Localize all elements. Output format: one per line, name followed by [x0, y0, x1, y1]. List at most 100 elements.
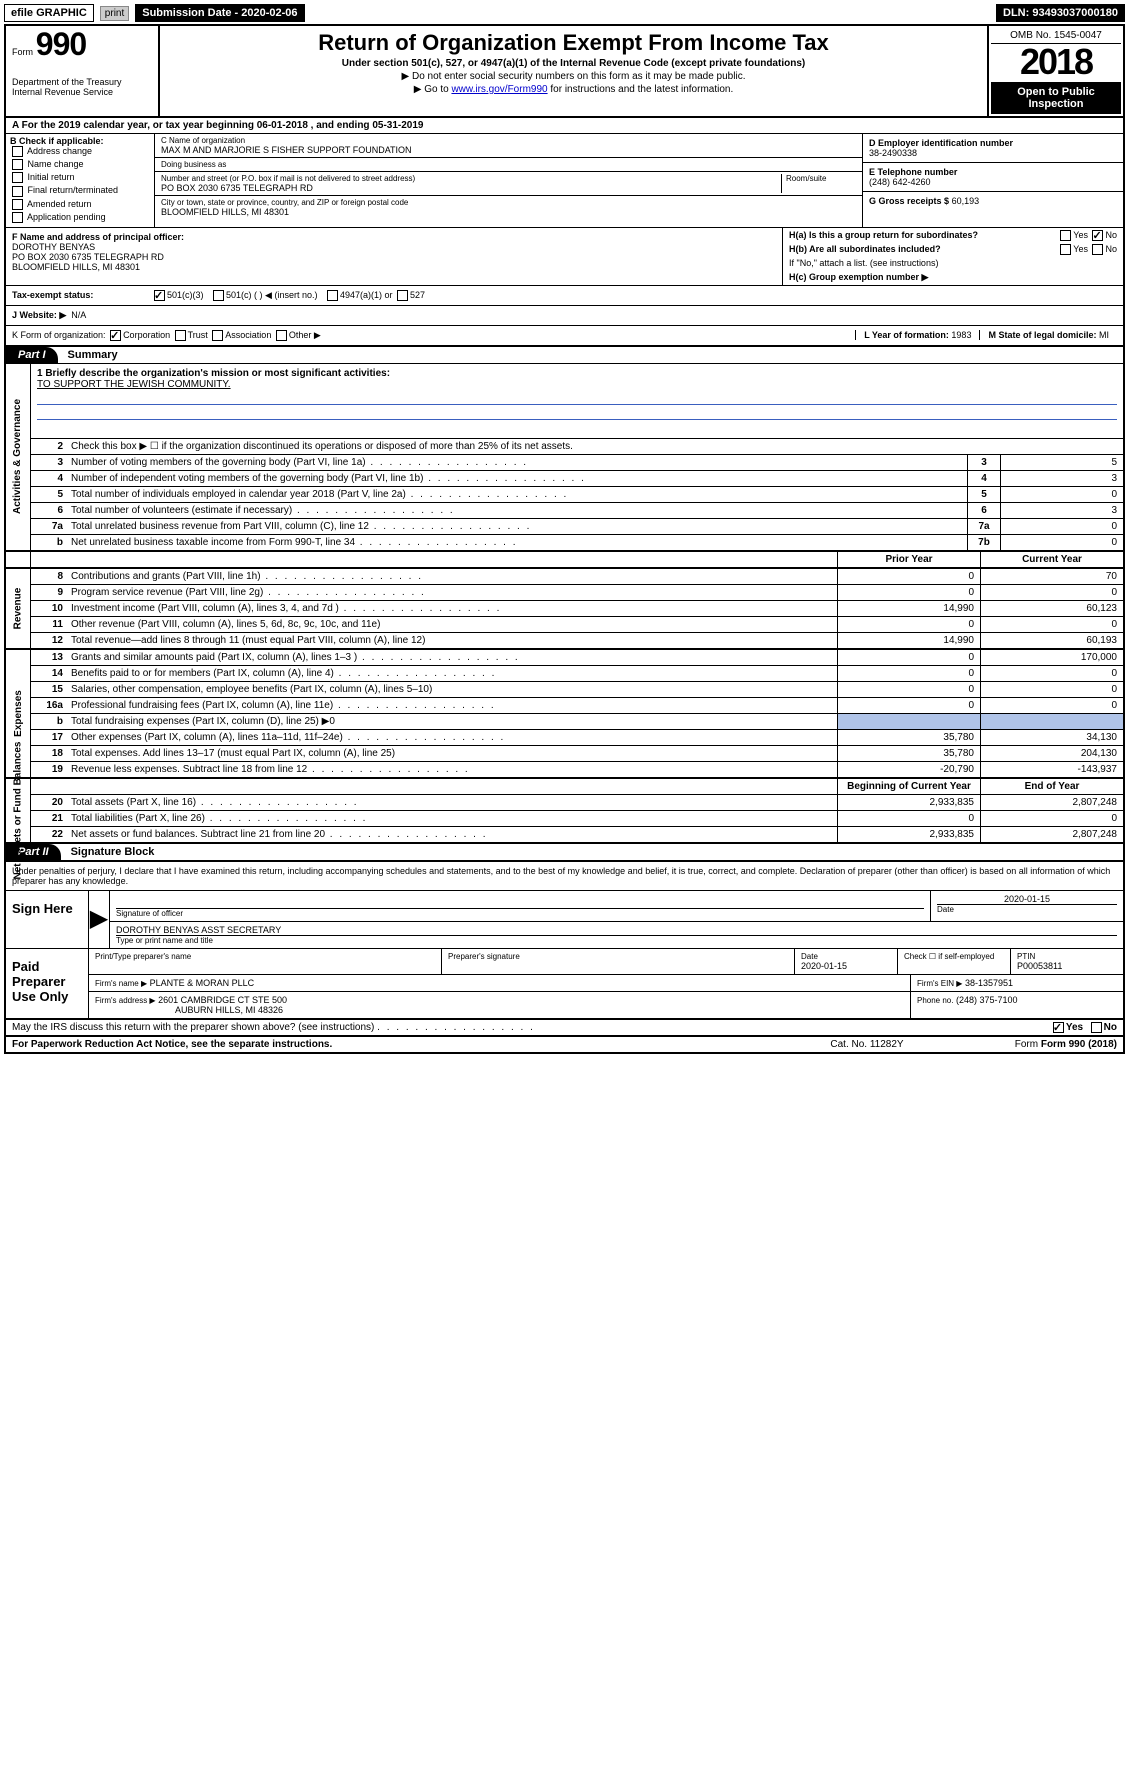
print-button[interactable]: print: [100, 6, 129, 21]
form-title: Return of Organization Exempt From Incom…: [164, 30, 983, 56]
line-21: Total liabilities (Part X, line 26): [67, 811, 837, 826]
city-label: City or town, state or province, country…: [161, 198, 856, 207]
line-8: Contributions and grants (Part VIII, lin…: [67, 569, 837, 584]
self-employed-check[interactable]: Check ☐ if self-employed: [904, 952, 1004, 961]
chk-amended-return[interactable]: Amended return: [10, 199, 150, 210]
form-subtitle-1: Under section 501(c), 527, or 4947(a)(1)…: [164, 58, 983, 69]
chk-association[interactable]: [212, 330, 223, 341]
chk-501c[interactable]: [213, 290, 224, 301]
firm-phone-label: Phone no.: [917, 996, 953, 1005]
form-subtitle-2: ▶ Do not enter social security numbers o…: [164, 71, 983, 82]
chk-501c3[interactable]: [154, 290, 165, 301]
gross-receipts-label: G Gross receipts $: [869, 196, 949, 206]
prep-name-label: Print/Type preparer's name: [95, 952, 435, 961]
beginning-year-header: Beginning of Current Year: [837, 779, 980, 794]
addr-label: Number and street (or P.O. box if mail i…: [161, 174, 781, 183]
org-name-label: C Name of organization: [161, 136, 856, 145]
gross-receipts-value: 60,193: [952, 196, 980, 206]
firm-name: PLANTE & MORAN PLLC: [150, 978, 255, 988]
part-1-tab: Part I: [6, 347, 58, 363]
line-17: Other expenses (Part IX, column (A), lin…: [67, 730, 837, 745]
org-name: MAX M AND MARJORIE S FISHER SUPPORT FOUN…: [161, 145, 412, 155]
current-year-header: Current Year: [980, 552, 1123, 567]
chk-address-change[interactable]: Address change: [10, 146, 150, 157]
dln-label: DLN: 93493037000180: [996, 4, 1125, 22]
hb-label: H(b) Are all subordinates included?: [789, 244, 941, 254]
col-de: D Employer identification number 38-2490…: [862, 134, 1123, 227]
firm-ein-label: Firm's EIN ▶: [917, 979, 962, 988]
pra-notice: For Paperwork Reduction Act Notice, see …: [12, 1039, 332, 1050]
part-2-header: Part II Signature Block: [6, 844, 1123, 861]
line-5: Total number of individuals employed in …: [67, 487, 967, 502]
officer-city: BLOOMFIELD HILLS, MI 48301: [12, 262, 776, 272]
col-b-checkboxes: B Check if applicable: Address change Na…: [6, 134, 155, 227]
chk-discuss-yes[interactable]: [1053, 1022, 1064, 1033]
line-9: Program service revenue (Part VIII, line…: [67, 585, 837, 600]
officer-label: F Name and address of principal officer:: [12, 232, 776, 242]
line-15: Salaries, other compensation, employee b…: [67, 682, 837, 697]
chk-trust[interactable]: [175, 330, 186, 341]
side-label-net-assets: Net Assets or Fund Balances: [6, 779, 31, 844]
prep-sig-label: Preparer's signature: [448, 952, 788, 961]
phone-label: E Telephone number: [869, 167, 1117, 177]
line-6: Total number of volunteers (estimate if …: [67, 503, 967, 518]
line-7b: Net unrelated business taxable income fr…: [67, 535, 967, 550]
officer-name: DOROTHY BENYAS: [12, 242, 776, 252]
prior-year-header: Prior Year: [837, 552, 980, 567]
line-4: Number of independent voting members of …: [67, 471, 967, 486]
perjury-statement: Under penalties of perjury, I declare th…: [6, 862, 1123, 891]
ein-value: 38-2490338: [869, 148, 1117, 158]
row-website: J Website: ▶ N/A: [6, 306, 1123, 326]
b-label: B Check if applicable:: [10, 136, 150, 146]
chk-527[interactable]: [397, 290, 408, 301]
irs-link[interactable]: www.irs.gov/Form990: [451, 84, 547, 95]
hc-label: H(c) Group exemption number ▶: [789, 272, 928, 282]
open-public-label: Open to Public Inspection: [991, 82, 1121, 114]
chk-application-pending[interactable]: Application pending: [10, 212, 150, 223]
website-label: J Website: ▶: [12, 310, 66, 321]
form-number-box: Form 990 Department of the Treasury Inte…: [6, 26, 160, 116]
sig-officer-label: Signature of officer: [116, 909, 924, 918]
year-box: OMB No. 1545-0047 2018 Open to Public In…: [987, 26, 1123, 116]
catalog-number: Cat. No. 11282Y: [777, 1039, 957, 1050]
form-subtitle-3: ▶ Go to www.irs.gov/Form990 for instruct…: [164, 84, 983, 95]
phone-value: (248) 642-4260: [869, 177, 1117, 187]
chk-discuss-no[interactable]: [1091, 1022, 1102, 1033]
org-city: BLOOMFIELD HILLS, MI 48301: [161, 207, 289, 217]
chk-corporation[interactable]: [110, 330, 121, 341]
chk-4947[interactable]: [327, 290, 338, 301]
chk-final-return[interactable]: Final return/terminated: [10, 185, 150, 196]
tax-year: 2018: [991, 44, 1121, 80]
form-title-box: Return of Organization Exempt From Incom…: [160, 26, 987, 116]
line-10: Investment income (Part VIII, column (A)…: [67, 601, 837, 616]
org-address: PO BOX 2030 6735 TELEGRAPH RD: [161, 183, 313, 193]
line-2: Check this box ▶ ☐ if the organization d…: [67, 439, 1123, 454]
paid-preparer-label: Paid Preparer Use Only: [6, 949, 89, 1018]
line-1-mission: 1 Briefly describe the organization's mi…: [31, 364, 1123, 439]
line-11: Other revenue (Part VIII, column (A), li…: [67, 617, 837, 632]
ein-label: D Employer identification number: [869, 138, 1117, 148]
chk-initial-return[interactable]: Initial return: [10, 172, 150, 183]
arrow-icon: ▶: [89, 891, 110, 948]
col-h-group: H(a) Is this a group return for subordin…: [783, 228, 1123, 285]
tax-status-label: Tax-exempt status:: [12, 290, 152, 300]
form-number: 990: [36, 26, 86, 62]
line-20: Total assets (Part X, line 16): [67, 795, 837, 810]
part-1-title: Summary: [58, 349, 118, 361]
chk-name-change[interactable]: Name change: [10, 159, 150, 170]
discuss-question: May the IRS discuss this return with the…: [12, 1022, 374, 1033]
line-14: Benefits paid to or for members (Part IX…: [67, 666, 837, 681]
efile-label: efile GRAPHIC: [4, 4, 94, 22]
website-value: N/A: [71, 310, 86, 320]
chk-other[interactable]: [276, 330, 287, 341]
dba-label: Doing business as: [161, 160, 856, 169]
line-16b: Total fundraising expenses (Part IX, col…: [67, 714, 837, 729]
row-a-tax-year: A For the 2019 calendar year, or tax yea…: [6, 118, 1123, 134]
part-1-header: Part I Summary: [6, 347, 1123, 364]
line-7a: Total unrelated business revenue from Pa…: [67, 519, 967, 534]
ptin-value: P00053811: [1017, 961, 1117, 971]
officer-printed-name: DOROTHY BENYAS ASST SECRETARY: [116, 925, 1117, 936]
col-c-org-info: C Name of organization MAX M AND MARJORI…: [155, 134, 862, 227]
row-tax-status: Tax-exempt status: 501(c)(3) 501(c) ( ) …: [6, 286, 1123, 306]
line-19: Revenue less expenses. Subtract line 18 …: [67, 762, 837, 777]
